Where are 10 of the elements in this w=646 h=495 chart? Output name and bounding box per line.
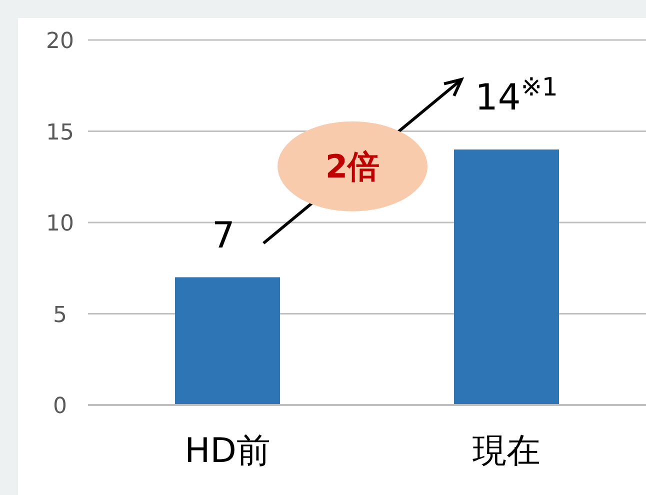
y-tick-label: 0: [53, 394, 67, 419]
y-tick-label: 20: [46, 29, 74, 54]
annotation: 2倍: [325, 147, 380, 186]
x-tick-label: 現在: [472, 431, 540, 471]
data-label: 7: [212, 215, 235, 256]
data-label: 14$^{※1}$: [475, 72, 558, 118]
y-tick-label: 10: [46, 212, 74, 236]
y-tick-label: 5: [53, 302, 67, 328]
x-tick-label: HD前: [184, 431, 270, 471]
y-tick-label: 15: [46, 120, 74, 146]
